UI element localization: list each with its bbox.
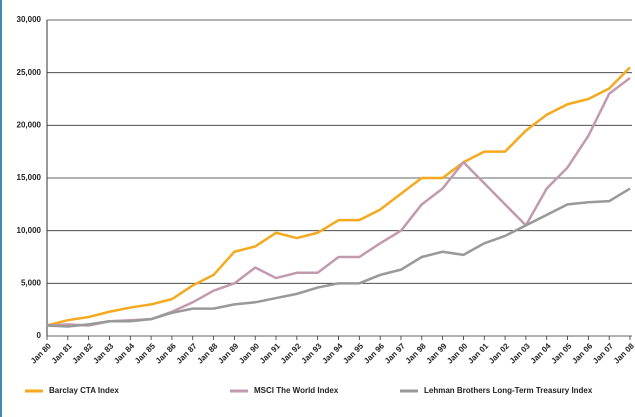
x-tick-label: Jan 87 [175,341,199,365]
x-tick-label: Jan 88 [196,341,220,365]
x-tick-label: Jan 95 [341,341,365,365]
y-tick-label: 20,000 [17,120,42,129]
x-tick-label: Jan 99 [425,341,449,365]
x-tick-label: Jan 89 [216,341,240,365]
x-tick-label: Jan 80 [29,341,53,365]
x-tick-label: Jan 07 [591,341,615,365]
x-tick-label: Jan 85 [133,341,157,365]
left-border [0,0,2,417]
x-tick-label: Jan 96 [362,341,386,365]
legend-label: Lehman Brothers Long-Term Treasury Index [424,386,593,395]
x-tick-label: Jan 84 [112,341,136,365]
x-tick-label: Jan 82 [71,341,95,365]
x-tick-label: Jan 06 [570,341,594,365]
y-tick-label: 25,000 [17,68,42,77]
y-tick-label: 30,000 [17,15,42,24]
series-line [46,187,631,328]
x-tick-label: Jan 91 [258,341,282,365]
x-tick-label: Jan 98 [404,341,428,365]
x-tick-label: Jan 00 [445,341,469,365]
y-tick-label: 15,000 [17,173,42,182]
x-tick-label: Jan 86 [154,341,178,365]
y-tick-label: 5,000 [21,278,42,287]
series-line [46,76,631,327]
x-tick-label: Jan 04 [529,341,553,365]
series-line [46,66,631,327]
legend-label: Barclay CTA Index [49,386,119,395]
x-tick-label: Jan 94 [320,341,344,365]
x-tick-label: Jan 03 [508,341,532,365]
legend-label: MSCI The World Index [254,386,339,395]
x-tick-label: Jan 93 [300,341,324,365]
y-tick-label: 0 [37,331,42,340]
x-tick-label: Jan 83 [91,341,115,365]
x-tick-label: Jan 92 [279,341,303,365]
x-tick-label: Jan 01 [466,341,490,365]
y-tick-label: 10,000 [17,226,42,235]
x-tick-label: Jan 08 [612,341,635,365]
x-tick-label: Jan 02 [487,341,511,365]
x-tick-label: Jan 97 [383,341,407,365]
x-tick-label: Jan 05 [549,341,573,365]
x-tick-label: Jan 81 [50,341,74,365]
x-tick-label: Jan 90 [237,341,261,365]
